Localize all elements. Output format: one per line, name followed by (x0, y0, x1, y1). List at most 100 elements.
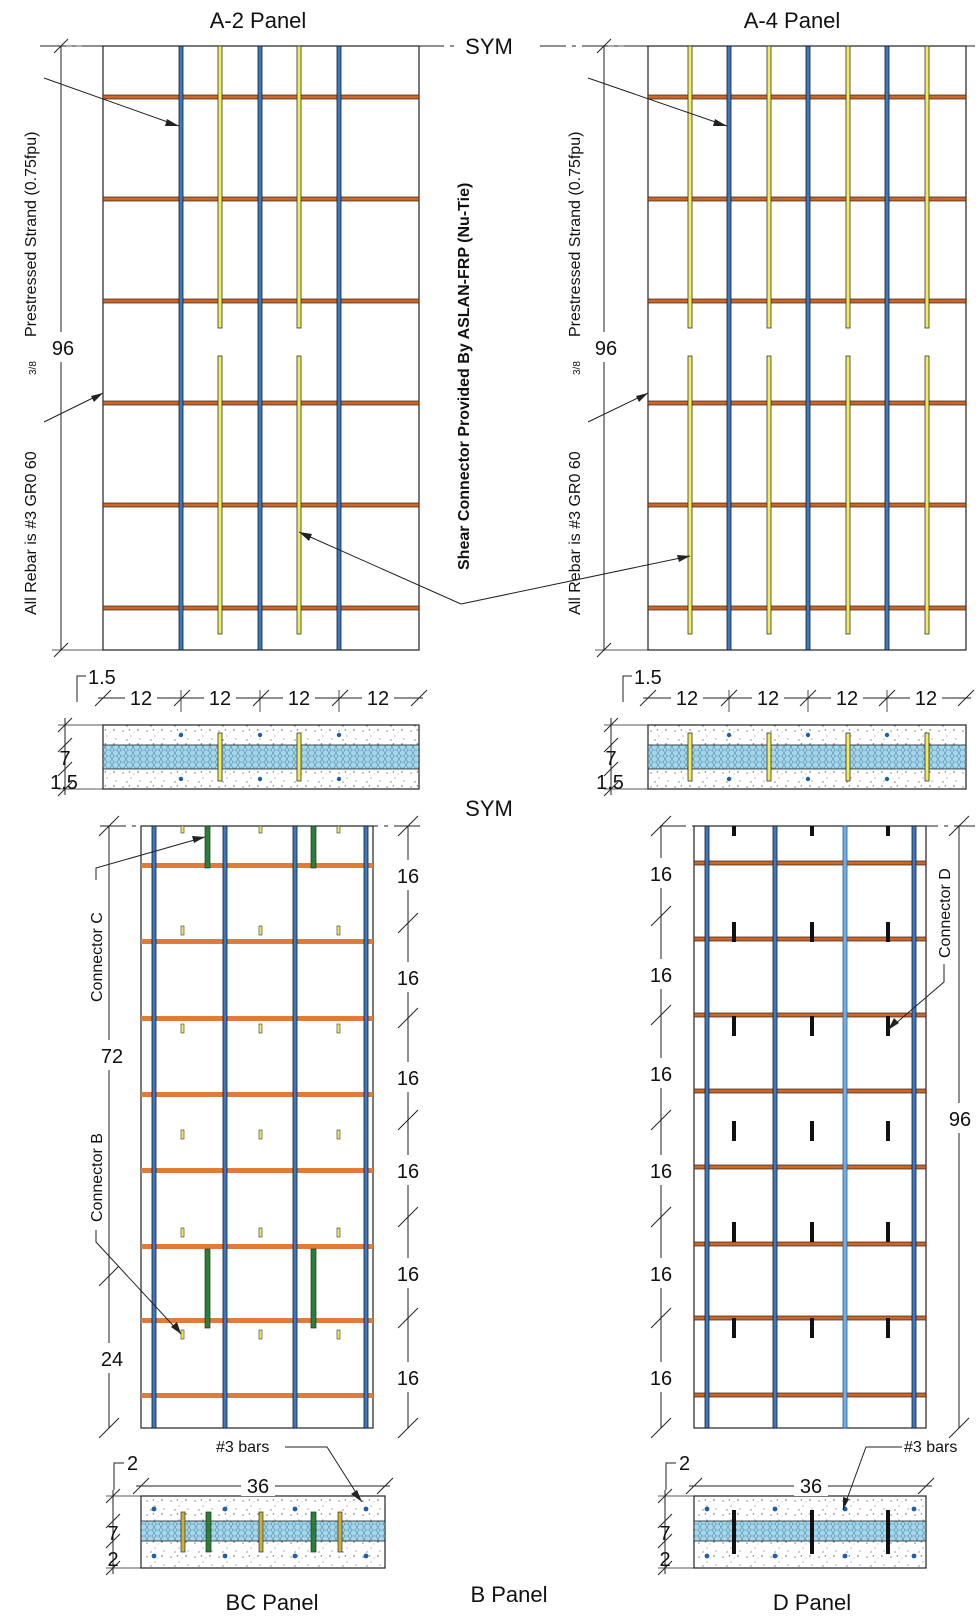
bc-cross-section: 36 2 #3 bars 7 2 (105, 1439, 394, 1576)
a4-section-strand-dot (884, 732, 890, 738)
a2-dim-mask (125, 688, 157, 708)
d-dim-mask (645, 1058, 679, 1088)
d-section-strand-dot (772, 1553, 778, 1559)
bc-rebar (141, 863, 373, 868)
bc-bars-arrow (351, 1490, 362, 1502)
d-dim-36-label: 36 (800, 1476, 822, 1498)
a4-dim-tick (596, 38, 612, 54)
bc-edge-leader (113, 1462, 124, 1490)
bc-dim-24-label: 24 (101, 1349, 123, 1371)
bc-dim-tick (98, 1265, 120, 1287)
shear-connector-arrow-left (299, 532, 312, 541)
bc-dim-mask (392, 1155, 426, 1185)
bc-connector-b (336, 1329, 341, 1340)
d-dim-mask (645, 1258, 679, 1288)
d-connector (810, 922, 814, 942)
bc-panel-title: BC Panel (226, 1590, 319, 1615)
a4-dim-7-label: 7 (605, 748, 616, 770)
d-section-connector (810, 1510, 814, 1554)
d-dim-tick (650, 1109, 672, 1131)
d-section-connector (886, 1510, 890, 1554)
d-dim-tick (650, 1307, 672, 1329)
d-dim-16-label: 16 (650, 1161, 672, 1183)
d-dim-tick (650, 1417, 672, 1439)
a2-strand (178, 45, 184, 651)
bc-dim-16-label: 16 (397, 1068, 419, 1090)
bc-dim-7-label: 7 (107, 1523, 118, 1545)
a2-dim-tick (173, 689, 191, 707)
bc-dim-16-label: 16 (397, 968, 419, 990)
a4-section-insulation (647, 744, 967, 770)
a4-dim-12-label: 12 (915, 688, 937, 710)
a2-section-strand-dot (336, 732, 342, 738)
a2-section-strand-dot (257, 776, 263, 782)
bc-connector-b (336, 1023, 341, 1034)
a2-strand-arrow (165, 119, 179, 126)
d-dim-tick (650, 1206, 672, 1228)
bc-connector-b (180, 825, 185, 834)
bc-dim-tick (98, 815, 120, 837)
bc-dim-tick (397, 1417, 419, 1439)
bc-connector-b (336, 925, 341, 936)
a2-dim-tick (252, 689, 270, 707)
d-section-strand-dot (704, 1553, 710, 1559)
bc-connector-b (258, 1227, 263, 1238)
d-dim-mask (645, 858, 679, 888)
d-connector (732, 922, 736, 942)
a4-panel-title: A-4 Panel (744, 8, 841, 33)
a2-strand-group (178, 45, 342, 651)
bc-connector-b (336, 1129, 341, 1140)
a2-strand (336, 45, 342, 651)
d-connector (810, 1121, 814, 1141)
d-dim-16-label: 16 (650, 864, 672, 886)
a4-section-connector (845, 732, 851, 782)
bc-connector-c-group (204, 825, 317, 1329)
a4-shear-connector (687, 45, 693, 329)
a2-section-strand-dot (178, 776, 184, 782)
d-dim-96-label: 96 (949, 1109, 971, 1131)
d-dim-tick (948, 815, 970, 837)
bc-connector-b (180, 1129, 185, 1140)
d-section-connector (732, 1510, 736, 1554)
a4-section-connector (766, 732, 772, 782)
a2-rebar-arrow (91, 393, 103, 402)
d-dim-tick (685, 1477, 703, 1495)
bc-section-connector-b (337, 1511, 343, 1553)
bc-dim-tick (397, 1307, 419, 1329)
connector-c-leader (95, 836, 206, 880)
d-dim-tick (948, 1417, 970, 1439)
bc-strand (363, 825, 369, 1429)
connector-d-label: Connector D (937, 868, 954, 958)
bc-dim-mask (94, 1040, 130, 1070)
a2-dim-tick (57, 737, 73, 753)
bc-rebar (141, 1244, 373, 1249)
connector-c-label: Connector C (89, 912, 106, 1002)
d-connector-group (732, 826, 890, 1338)
a4-dim-1-5-label: 1.5 (634, 667, 662, 689)
bc-dim-tick (98, 1417, 120, 1439)
bc-section-strand-dot (151, 1506, 157, 1512)
sym-label-middle: SYM (465, 796, 513, 821)
a4-strand-arrow (713, 119, 727, 126)
bc-dim-mask (392, 860, 426, 890)
a2-dim-1-5-bottom-label: 1.5 (50, 772, 78, 794)
d-section-strand-dot (911, 1553, 917, 1559)
bc-dim-tick (132, 1477, 150, 1495)
d-rebar (693, 1241, 927, 1247)
d-connector (886, 1318, 890, 1338)
d-bars-label: #3 bars (904, 1439, 957, 1456)
d-dim-2-bottom-label: 2 (659, 1549, 670, 1571)
d-connector (732, 1222, 736, 1242)
a4-section-strand-dot (805, 732, 811, 738)
d-connector (810, 1222, 814, 1242)
bc-rebar (141, 1016, 373, 1021)
bc-connector-b (258, 1129, 263, 1140)
a2-section-strand-dot (257, 732, 263, 738)
a2-edge-leader (76, 675, 86, 702)
d-dim-mask (794, 1474, 828, 1496)
d-dim-mask (645, 1155, 679, 1185)
a2-dim-96-mask (44, 332, 80, 362)
a2-shear-connector (217, 355, 223, 635)
d-panel-title: D Panel (773, 1590, 851, 1615)
d-rebar (693, 1164, 927, 1170)
